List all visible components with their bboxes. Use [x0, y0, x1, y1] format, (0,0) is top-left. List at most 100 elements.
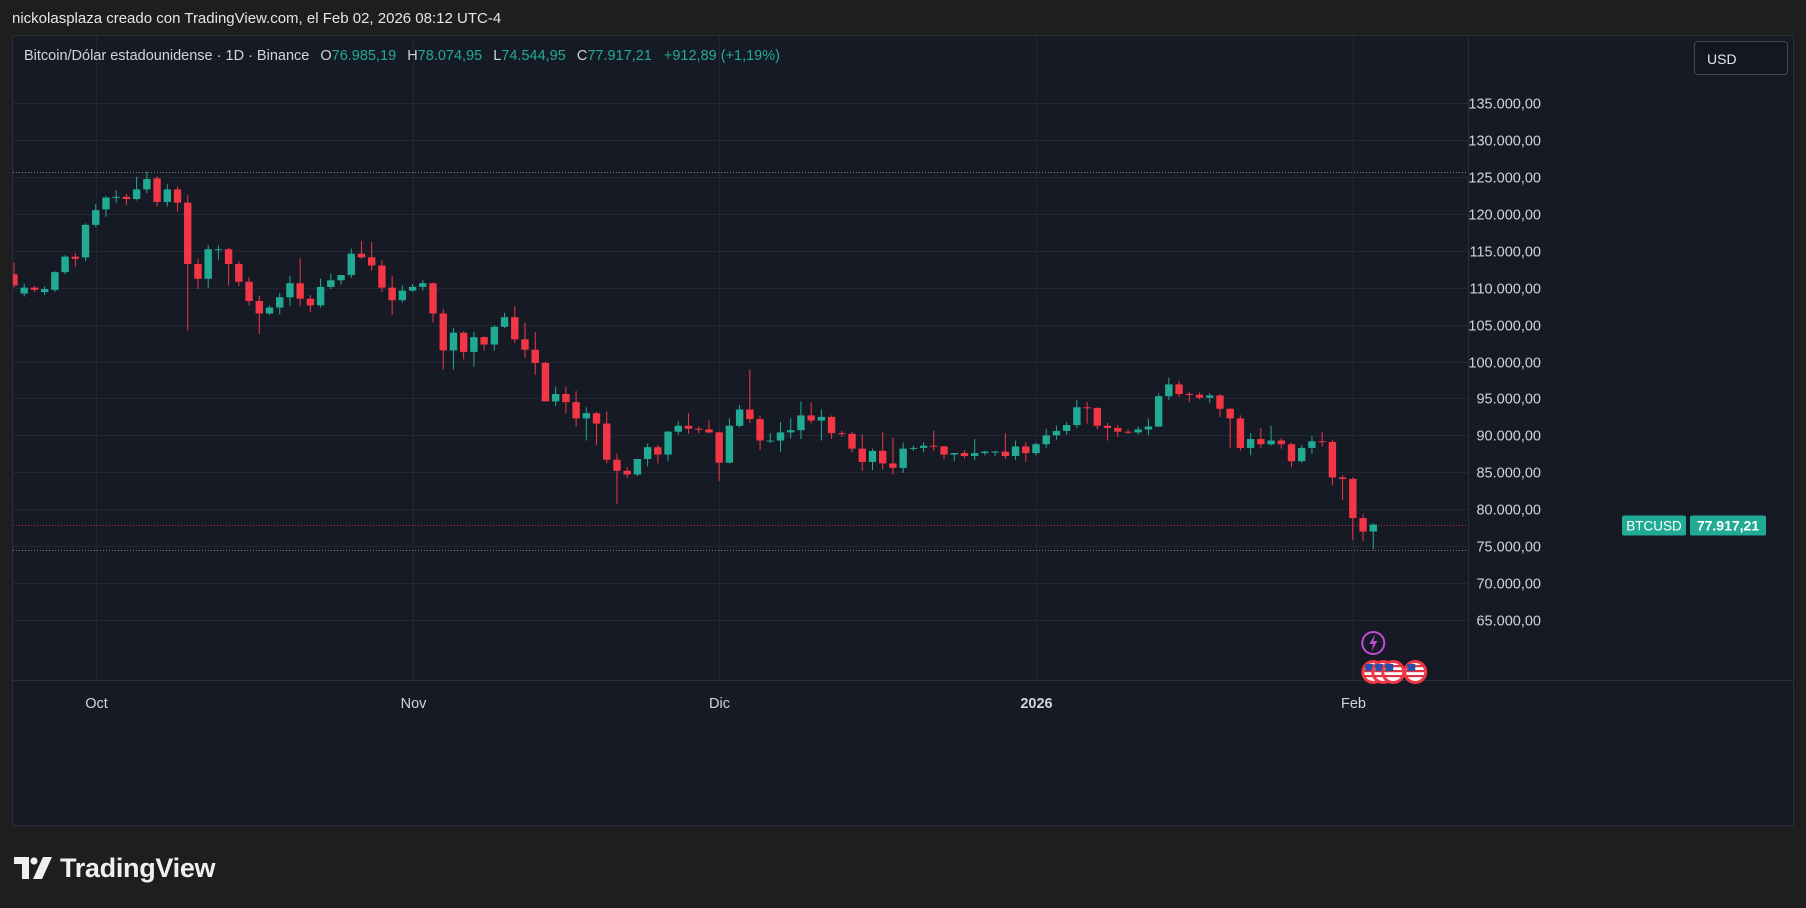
candle[interactable] — [112, 190, 120, 203]
candle[interactable] — [429, 282, 437, 323]
candle[interactable] — [970, 439, 979, 461]
candle[interactable] — [306, 295, 315, 313]
candle[interactable] — [603, 411, 611, 464]
candle[interactable] — [1073, 399, 1081, 428]
candle[interactable] — [1052, 425, 1061, 440]
candle[interactable] — [1226, 408, 1234, 448]
candle[interactable] — [163, 184, 171, 207]
candle[interactable] — [889, 437, 897, 475]
candlestick-chart[interactable]: 65.000,00 70.000,00 75.000,00 80.000,00 85.0… — [13, 36, 1794, 826]
candle[interactable] — [909, 445, 918, 451]
candle[interactable] — [562, 387, 570, 414]
us-flag-icon[interactable] — [1381, 660, 1406, 684]
candle[interactable] — [1175, 380, 1183, 397]
candle[interactable] — [13, 262, 18, 288]
candle[interactable] — [991, 450, 999, 457]
candle[interactable] — [122, 193, 131, 205]
candle[interactable] — [470, 331, 478, 367]
candle[interactable] — [592, 411, 601, 445]
candle[interactable] — [408, 283, 417, 293]
candle[interactable] — [1011, 440, 1020, 460]
candle[interactable] — [623, 467, 631, 479]
candle[interactable] — [204, 244, 212, 289]
candle[interactable] — [296, 258, 304, 307]
candle[interactable] — [235, 261, 243, 287]
candle[interactable] — [449, 328, 458, 370]
candle[interactable] — [1185, 391, 1193, 403]
candle[interactable] — [899, 442, 907, 474]
event-markers[interactable] — [1361, 631, 1428, 684]
candle[interactable] — [1032, 442, 1040, 456]
candle[interactable] — [1114, 425, 1122, 437]
candle[interactable] — [654, 444, 662, 464]
candle[interactable] — [787, 418, 795, 439]
candle[interactable] — [838, 430, 846, 437]
candle[interactable] — [981, 450, 989, 456]
candle[interactable] — [613, 453, 621, 505]
candle[interactable] — [51, 271, 59, 293]
candle[interactable] — [1318, 431, 1326, 447]
candle[interactable] — [960, 450, 969, 459]
candle[interactable] — [1267, 425, 1275, 446]
candle[interactable] — [766, 433, 774, 443]
candle[interactable] — [940, 445, 948, 459]
candle[interactable] — [255, 295, 263, 335]
candle[interactable] — [61, 255, 69, 275]
candle[interactable] — [1165, 377, 1173, 400]
candle[interactable] — [817, 409, 826, 441]
candle[interactable] — [746, 369, 754, 423]
candle[interactable] — [388, 275, 396, 315]
candle[interactable] — [1257, 427, 1265, 448]
candle[interactable] — [276, 292, 284, 315]
candle[interactable] — [337, 275, 345, 285]
candle[interactable] — [695, 426, 703, 434]
candle[interactable] — [1216, 393, 1224, 417]
candle[interactable] — [419, 280, 427, 291]
chart-panel[interactable]: 65.000,00 70.000,00 75.000,00 80.000,00 85.0… — [12, 35, 1794, 826]
candle[interactable] — [1022, 442, 1030, 462]
candle[interactable] — [500, 312, 509, 329]
candles[interactable] — [13, 171, 1377, 550]
candle[interactable] — [1083, 402, 1091, 424]
candle[interactable] — [643, 443, 652, 467]
candle[interactable] — [184, 195, 192, 331]
candle[interactable] — [715, 431, 723, 482]
candle[interactable] — [92, 204, 100, 228]
candle[interactable] — [511, 306, 519, 344]
candle[interactable] — [684, 413, 693, 434]
candle[interactable] — [848, 431, 856, 453]
candle[interactable] — [398, 285, 407, 303]
candle[interactable] — [102, 196, 110, 217]
us-flag-icon[interactable] — [1403, 660, 1428, 684]
candle[interactable] — [521, 322, 529, 358]
candle[interactable] — [153, 176, 161, 207]
candle[interactable] — [1206, 393, 1214, 403]
candle[interactable] — [378, 260, 386, 293]
candle[interactable] — [30, 286, 39, 293]
candle[interactable] — [71, 252, 80, 267]
candle[interactable] — [1338, 475, 1347, 501]
candle[interactable] — [725, 418, 734, 464]
candle[interactable] — [531, 331, 539, 375]
candle[interactable] — [756, 415, 764, 451]
candle[interactable] — [224, 247, 233, 286]
candle[interactable] — [868, 448, 877, 471]
candle[interactable] — [1287, 442, 1296, 468]
candle[interactable] — [551, 386, 560, 406]
candle[interactable] — [1298, 444, 1306, 463]
candle[interactable] — [1042, 428, 1050, 448]
candle[interactable] — [950, 453, 958, 462]
candle[interactable] — [582, 407, 591, 441]
candle[interactable] — [858, 434, 866, 471]
lightning-icon[interactable] — [1361, 631, 1386, 655]
candle[interactable] — [1154, 393, 1163, 428]
candle[interactable] — [490, 325, 499, 351]
candle[interactable] — [1328, 439, 1337, 485]
candle[interactable] — [633, 458, 642, 476]
candle[interactable] — [1308, 436, 1316, 454]
candle[interactable] — [173, 186, 182, 212]
candle[interactable] — [132, 176, 141, 201]
candle[interactable] — [1236, 415, 1245, 451]
currency-button[interactable]: USD — [1694, 41, 1788, 75]
candle[interactable] — [1124, 429, 1132, 434]
